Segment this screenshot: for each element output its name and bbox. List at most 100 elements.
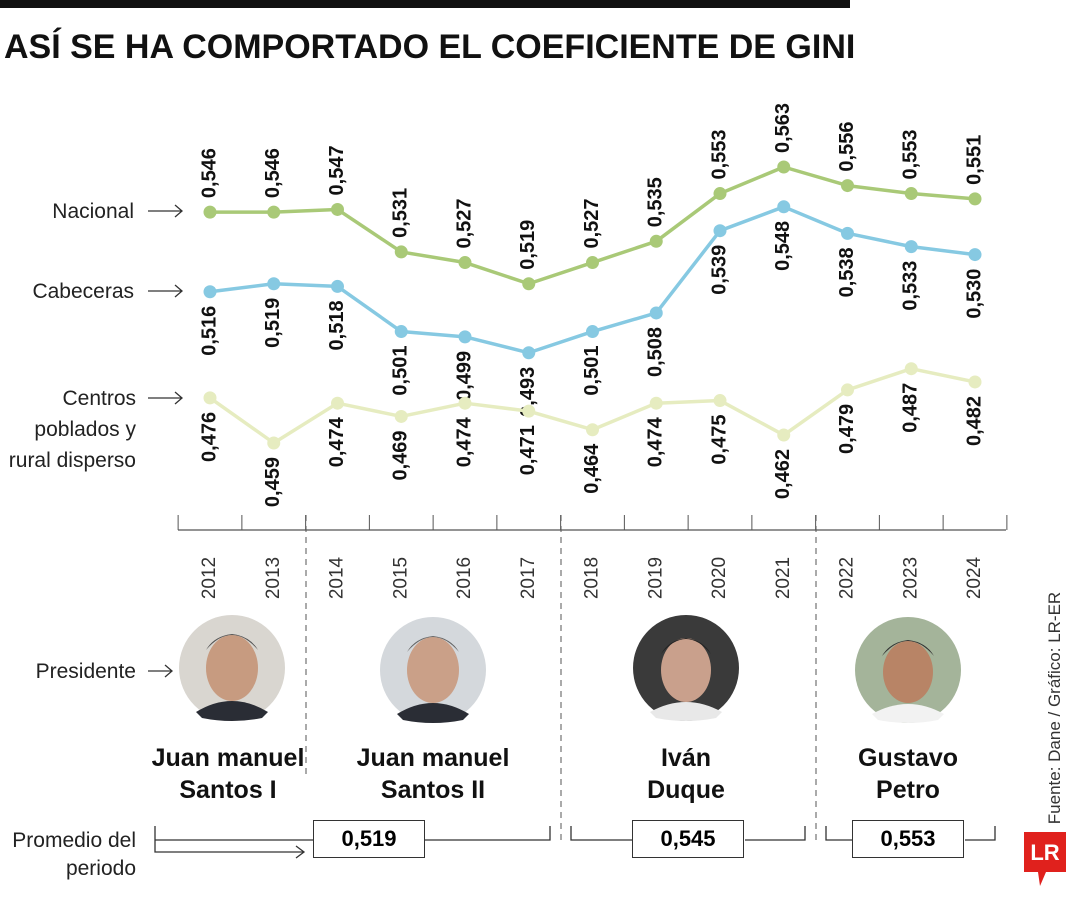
point <box>904 362 918 376</box>
point <box>777 200 791 214</box>
value-label: 0,546 <box>262 148 284 198</box>
point <box>968 248 982 262</box>
value-label: 0,546 <box>198 148 220 198</box>
value-label: 0,474 <box>453 416 475 467</box>
series-label: Cabeceras <box>32 280 134 303</box>
president-label: Presidente <box>35 660 136 683</box>
president-photos <box>179 615 961 723</box>
point <box>522 404 536 418</box>
point <box>522 346 536 360</box>
value-label: 0,508 <box>645 327 667 377</box>
point <box>203 205 217 219</box>
point <box>841 179 854 193</box>
value-label: 0,519 <box>517 220 539 270</box>
source: Fuente: Dane / Gráfico: LR-ER <box>1045 592 1064 824</box>
point <box>841 226 854 240</box>
point <box>331 202 344 216</box>
value-label: 0,516 <box>198 306 220 356</box>
point <box>267 277 281 291</box>
x-tick-label: 2018 <box>582 557 603 599</box>
point <box>649 306 663 320</box>
value-label: 0,531 <box>390 188 412 238</box>
point <box>713 187 727 201</box>
point <box>586 423 599 437</box>
x-tick-label: 2013 <box>263 557 284 599</box>
value-label: 0,518 <box>326 300 348 350</box>
point <box>394 325 408 339</box>
point <box>394 245 408 259</box>
point <box>267 436 281 450</box>
x-tick-label: 2019 <box>645 557 666 599</box>
value-label: 0,474 <box>645 416 667 467</box>
point <box>904 240 918 254</box>
value-label: 0,501 <box>390 346 412 396</box>
x-tick-label: 2015 <box>390 557 411 599</box>
value-label: 0,459 <box>262 457 284 507</box>
bracket <box>570 826 806 841</box>
x-tick-label: 2023 <box>900 557 921 599</box>
logo-badge <box>1024 832 1066 886</box>
photo <box>179 615 285 721</box>
arrows <box>148 204 996 859</box>
president-name: Gustavo Petro <box>858 744 959 804</box>
president-name: Iván Duque <box>647 744 725 804</box>
photo <box>633 615 739 721</box>
top-bar <box>0 0 850 8</box>
value-label: 0,553 <box>900 129 922 179</box>
point <box>331 396 344 410</box>
point <box>331 279 344 293</box>
point <box>777 160 791 174</box>
value-label: 0,533 <box>900 261 922 311</box>
value-label: 0,479 <box>836 404 858 454</box>
value-label: 0,548 <box>772 221 794 271</box>
value-label: 0,551 <box>963 135 985 185</box>
arrow <box>148 204 183 218</box>
average-label: Promedio del periodo <box>12 829 136 880</box>
point <box>968 192 982 206</box>
value-label: 0,527 <box>453 198 475 248</box>
x-tick-label: 2014 <box>327 556 348 599</box>
value-label: 0,462 <box>772 449 794 499</box>
x-tick-label: 2017 <box>518 557 539 599</box>
photo <box>380 617 486 723</box>
value-label: 0,469 <box>390 430 412 480</box>
arrow <box>154 826 306 859</box>
point <box>458 396 472 410</box>
point <box>649 396 663 410</box>
value-label: 0,556 <box>836 122 858 172</box>
value-label: 0,547 <box>326 145 348 195</box>
value-label: 0,553 <box>708 129 730 179</box>
point <box>586 256 599 270</box>
value-label: 0,535 <box>645 177 667 227</box>
value-label: 0,501 <box>581 346 603 396</box>
chart-title: ASÍ SE HA COMPORTADO EL COEFICIENTE DE G… <box>4 28 855 66</box>
value-label: 0,482 <box>963 396 985 446</box>
arrow <box>148 664 173 678</box>
value-label: 0,519 <box>262 298 284 348</box>
president-name: Juan manuel Santos I <box>151 744 305 804</box>
point <box>458 256 472 270</box>
bracket <box>825 826 996 841</box>
x-tick-label: 2016 <box>454 557 475 599</box>
average-box: 0,519 <box>313 820 425 858</box>
point <box>968 375 982 389</box>
value-label: 0,539 <box>708 245 730 295</box>
value-label: 0,563 <box>772 103 794 153</box>
x-tick-label: 2020 <box>709 557 730 599</box>
value-label: 0,464 <box>581 443 603 494</box>
photo <box>855 617 961 723</box>
series-label: Centros poblados y rural disperso <box>8 387 136 472</box>
series-label: Nacional <box>52 200 134 223</box>
point <box>713 394 727 408</box>
x-tick-label: 2022 <box>837 557 858 599</box>
x-tick-label: 2021 <box>773 557 794 599</box>
point <box>203 391 217 405</box>
point <box>713 224 727 238</box>
point <box>267 205 281 219</box>
bracket <box>155 826 551 841</box>
point <box>458 330 472 344</box>
x-tick-label: 2012 <box>199 557 220 599</box>
value-label: 0,471 <box>517 425 539 475</box>
